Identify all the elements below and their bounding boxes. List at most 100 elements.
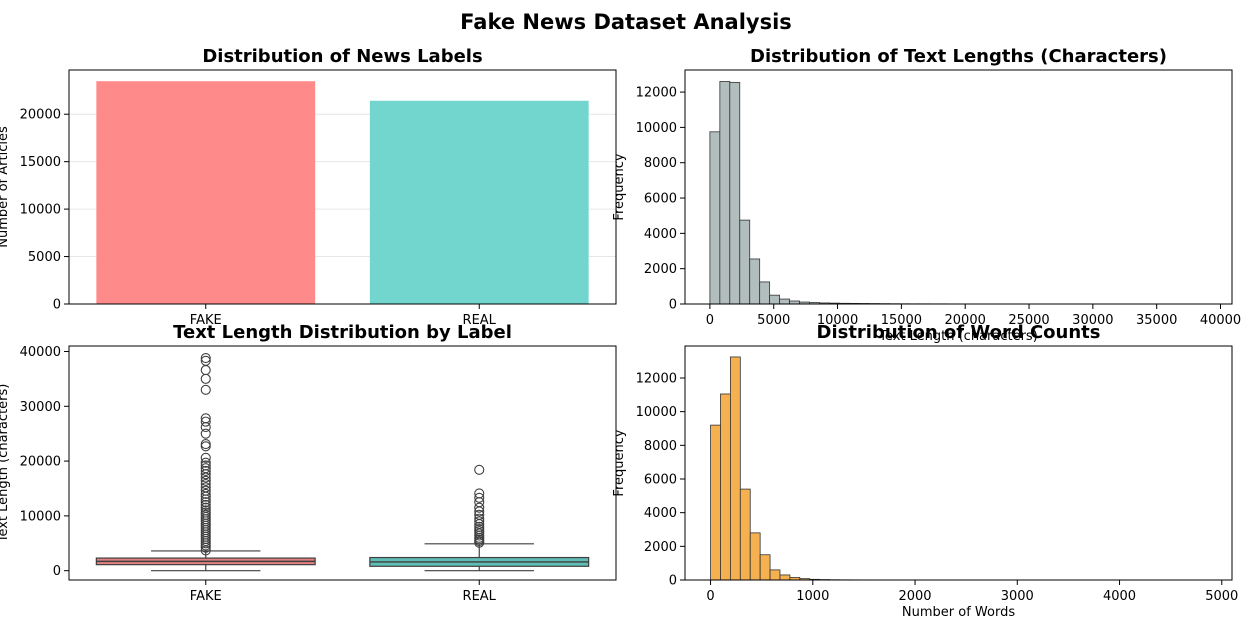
histogram-bar <box>769 569 781 581</box>
axes-frame <box>68 345 617 581</box>
y-tick-label: 0 <box>53 564 61 579</box>
histogram-bar <box>749 532 761 581</box>
histogram-bar <box>769 294 780 305</box>
panel-text-lengths: 0 2000 4000 6000 8000 10000 12000 0 5000 10000 150… <box>612 46 1241 344</box>
histogram-bar <box>729 81 741 305</box>
histogram-bar <box>779 574 791 581</box>
y-tick-label: 0 <box>669 574 677 589</box>
histogram-bar <box>759 281 771 305</box>
axes-frame <box>68 69 617 305</box>
y-tick-label: 15000 <box>20 155 61 170</box>
outlier-fake <box>200 365 211 376</box>
y-tick-label: 0 <box>53 298 61 313</box>
outlier-fake <box>200 384 211 395</box>
y-axis-label: Frequency <box>612 153 627 220</box>
x-tick-label: 40000 <box>1200 313 1241 328</box>
panel-length-by-label: 0 10000 20000 30000 40000 FAKE REAL Text Length… <box>0 322 617 604</box>
outlier-fake <box>200 373 211 384</box>
outlier-fake <box>200 488 211 500</box>
x-tick-label: 35000 <box>1136 313 1177 328</box>
y-axis-label: Frequency <box>612 429 627 496</box>
x-tick-label: 2000 <box>898 589 931 604</box>
outlier-fake <box>200 422 211 433</box>
outlier-fake <box>200 465 211 476</box>
x-tick-label: 15000 <box>881 313 922 328</box>
x-axis-label: Text Length (characters) <box>878 329 1038 344</box>
histogram-bar <box>779 298 790 305</box>
y-tick-label: 6000 <box>644 192 677 207</box>
y-tick-label: 12000 <box>636 86 677 101</box>
outlier-fake <box>200 460 211 471</box>
outlier-fake <box>200 355 211 366</box>
panel-title: Distribution of Word Counts <box>817 322 1101 343</box>
x-tick-label: FAKE <box>190 313 222 328</box>
x-tick-label: 1000 <box>796 589 829 604</box>
histogram-bar <box>720 393 731 581</box>
y-tick-label: 10000 <box>20 509 61 524</box>
outlier-fake <box>200 482 211 493</box>
outlier-fake <box>200 416 211 427</box>
x-axis-label: Number of Words <box>902 605 1015 620</box>
panel-title: Distribution of News Labels <box>202 46 482 67</box>
outlier-real <box>474 488 485 499</box>
outlier-fake <box>200 475 211 486</box>
panel-title: Text Length Distribution by Label <box>173 322 512 343</box>
y-tick-label: 8000 <box>644 439 677 454</box>
x-tick-label: 0 <box>706 313 714 328</box>
outlier-real <box>474 513 485 524</box>
x-tick-label: 20000 <box>945 313 986 328</box>
panel-title: Distribution of Text Lengths (Characters… <box>750 46 1167 67</box>
histogram-bar <box>729 356 741 581</box>
outlier-fake <box>200 413 211 424</box>
outlier-real <box>474 492 485 503</box>
x-tick-label: 3000 <box>1001 589 1034 604</box>
outlier-real <box>474 464 485 475</box>
x-tick-label: 10000 <box>817 313 858 328</box>
outlier-fake <box>200 479 211 490</box>
bar-real <box>369 100 589 304</box>
outlier-real <box>474 516 485 527</box>
y-tick-label: 4000 <box>644 227 677 242</box>
figure-title: Fake News Dataset Analysis <box>460 10 792 34</box>
outlier-fake <box>200 497 211 508</box>
y-tick-label: 6000 <box>644 472 677 487</box>
y-tick-label: 2000 <box>644 262 677 277</box>
outlier-fake <box>200 439 211 450</box>
outlier-fake <box>200 441 211 452</box>
histogram-bar <box>749 258 761 305</box>
x-tick-label: 0 <box>706 589 714 604</box>
x-tick-label: 5000 <box>757 313 790 328</box>
x-tick-label: REAL <box>463 313 497 328</box>
y-tick-label: 0 <box>669 298 677 313</box>
x-tick-label: REAL <box>463 589 497 604</box>
y-tick-label: 20000 <box>20 108 61 123</box>
outlier-fake <box>200 485 211 496</box>
y-tick-label: 8000 <box>644 156 677 171</box>
axes-frame <box>684 345 1233 581</box>
axes-frame <box>684 69 1233 305</box>
histogram-bar <box>709 131 721 305</box>
y-tick-label: 40000 <box>20 345 61 360</box>
y-tick-label: 12000 <box>636 371 677 386</box>
outlier-fake <box>200 463 211 474</box>
y-tick-label: 4000 <box>644 506 677 521</box>
x-tick-label: 30000 <box>1072 313 1113 328</box>
x-tick-label: 25000 <box>1008 313 1049 328</box>
y-axis-label: Text Length (characters) <box>0 384 11 544</box>
panel-news-labels: 0 5000 10000 15000 20000 FAKE REAL Number of Ar… <box>0 46 617 328</box>
y-axis-label: Number of Articles <box>0 126 11 248</box>
y-tick-label: 2000 <box>644 540 677 555</box>
outlier-real <box>474 521 485 532</box>
bar-fake <box>96 81 316 304</box>
histogram-bar <box>719 81 731 305</box>
histogram-bar <box>710 424 721 581</box>
outlier-real <box>474 509 485 520</box>
outlier-fake <box>200 457 211 468</box>
outlier-fake <box>200 353 211 364</box>
x-tick-label: 5000 <box>1205 589 1238 604</box>
histogram-bar <box>739 488 751 581</box>
outlier-fake <box>200 505 211 516</box>
y-tick-label: 20000 <box>20 455 61 470</box>
panel-word-counts: 0 2000 4000 6000 8000 10000 12000 0 1000 2000 3000… <box>612 322 1238 620</box>
